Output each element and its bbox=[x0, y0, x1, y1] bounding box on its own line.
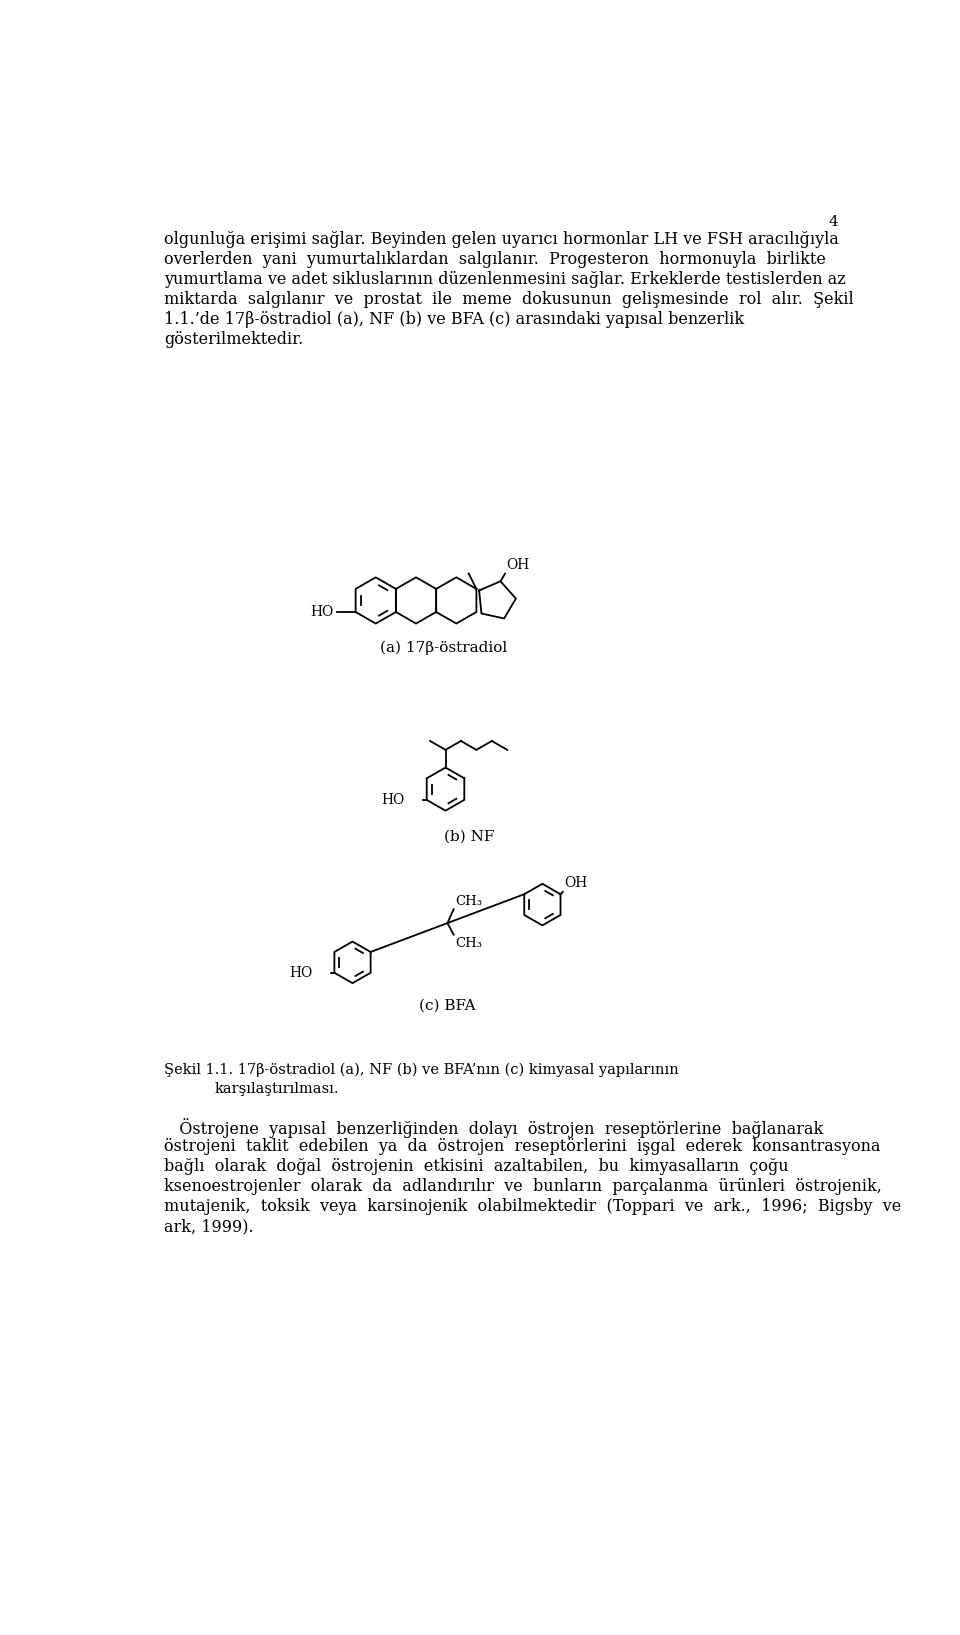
Text: HO: HO bbox=[311, 605, 334, 620]
Text: OH: OH bbox=[564, 876, 588, 891]
Text: Östrojene  yapısal  benzerliğinden  dolayı  östrojen  reseptörlerine  bağlanarak: Östrojene yapısal benzerliğinden dolayı … bbox=[164, 1118, 824, 1138]
Text: overlerden  yani  yumurtalıklardan  salgılanır.  Progesteron  hormonuyla  birlik: overlerden yani yumurtalıklardan salgıla… bbox=[164, 250, 826, 268]
Text: mutajenik,  toksik  veya  karsinojenik  olabilmektedir  (Toppari  ve  ark.,  199: mutajenik, toksik veya karsinojenik olab… bbox=[164, 1198, 901, 1215]
Text: östrojeni  taklit  edebilen  ya  da  östrojen  reseptörlerini  işgal  ederek  ko: östrojeni taklit edebilen ya da östrojen… bbox=[164, 1138, 880, 1154]
Text: (b) NF: (b) NF bbox=[444, 831, 494, 844]
Text: ksenoestrojenler  olarak  da  adlandırılır  ve  bunların  parçalanma  ürünleri  : ksenoestrojenler olarak da adlandırılır … bbox=[164, 1177, 882, 1195]
Text: olgunluğa erişimi sağlar. Beyinden gelen uyarıcı hormonlar LH ve FSH aracılığıyl: olgunluğa erişimi sağlar. Beyinden gelen… bbox=[164, 231, 839, 249]
Text: CH₃: CH₃ bbox=[455, 894, 482, 907]
Text: karşılaştırılması.: karşılaştırılması. bbox=[214, 1082, 339, 1097]
Text: HO: HO bbox=[382, 793, 405, 808]
Text: 1.1.’de 17β-östradiol (a), NF (b) ve BFA (c) arasındaki yapısal benzerlik: 1.1.’de 17β-östradiol (a), NF (b) ve BFA… bbox=[164, 311, 744, 329]
Text: bağlı  olarak  doğal  östrojenin  etkisini  azaltabilen,  bu  kimyasalların  çoğ: bağlı olarak doğal östrojenin etkisini a… bbox=[164, 1158, 789, 1176]
Text: (c) BFA: (c) BFA bbox=[420, 999, 476, 1012]
Text: 4: 4 bbox=[828, 216, 838, 229]
Text: miktarda  salgılanır  ve  prostat  ile  meme  dokusunun  gelişmesinde  rol  alır: miktarda salgılanır ve prostat ile meme … bbox=[164, 291, 854, 307]
Text: (a) 17β-östradiol: (a) 17β-östradiol bbox=[380, 641, 507, 656]
Text: gösterilmektedir.: gösterilmektedir. bbox=[164, 330, 303, 348]
Text: yumurtlama ve adet sikluslarının düzenlenmesini sağlar. Erkeklerde testislerden : yumurtlama ve adet sikluslarının düzenle… bbox=[164, 271, 846, 288]
Text: Şekil 1.1. 17β-östradiol (a), NF (b) ve BFA’nın (c) kimyasal yapılarının: Şekil 1.1. 17β-östradiol (a), NF (b) ve … bbox=[164, 1063, 679, 1077]
Text: CH₃: CH₃ bbox=[455, 937, 482, 950]
Text: ark, 1999).: ark, 1999). bbox=[164, 1218, 253, 1234]
Text: OH: OH bbox=[507, 558, 530, 572]
Text: HO: HO bbox=[289, 966, 313, 979]
